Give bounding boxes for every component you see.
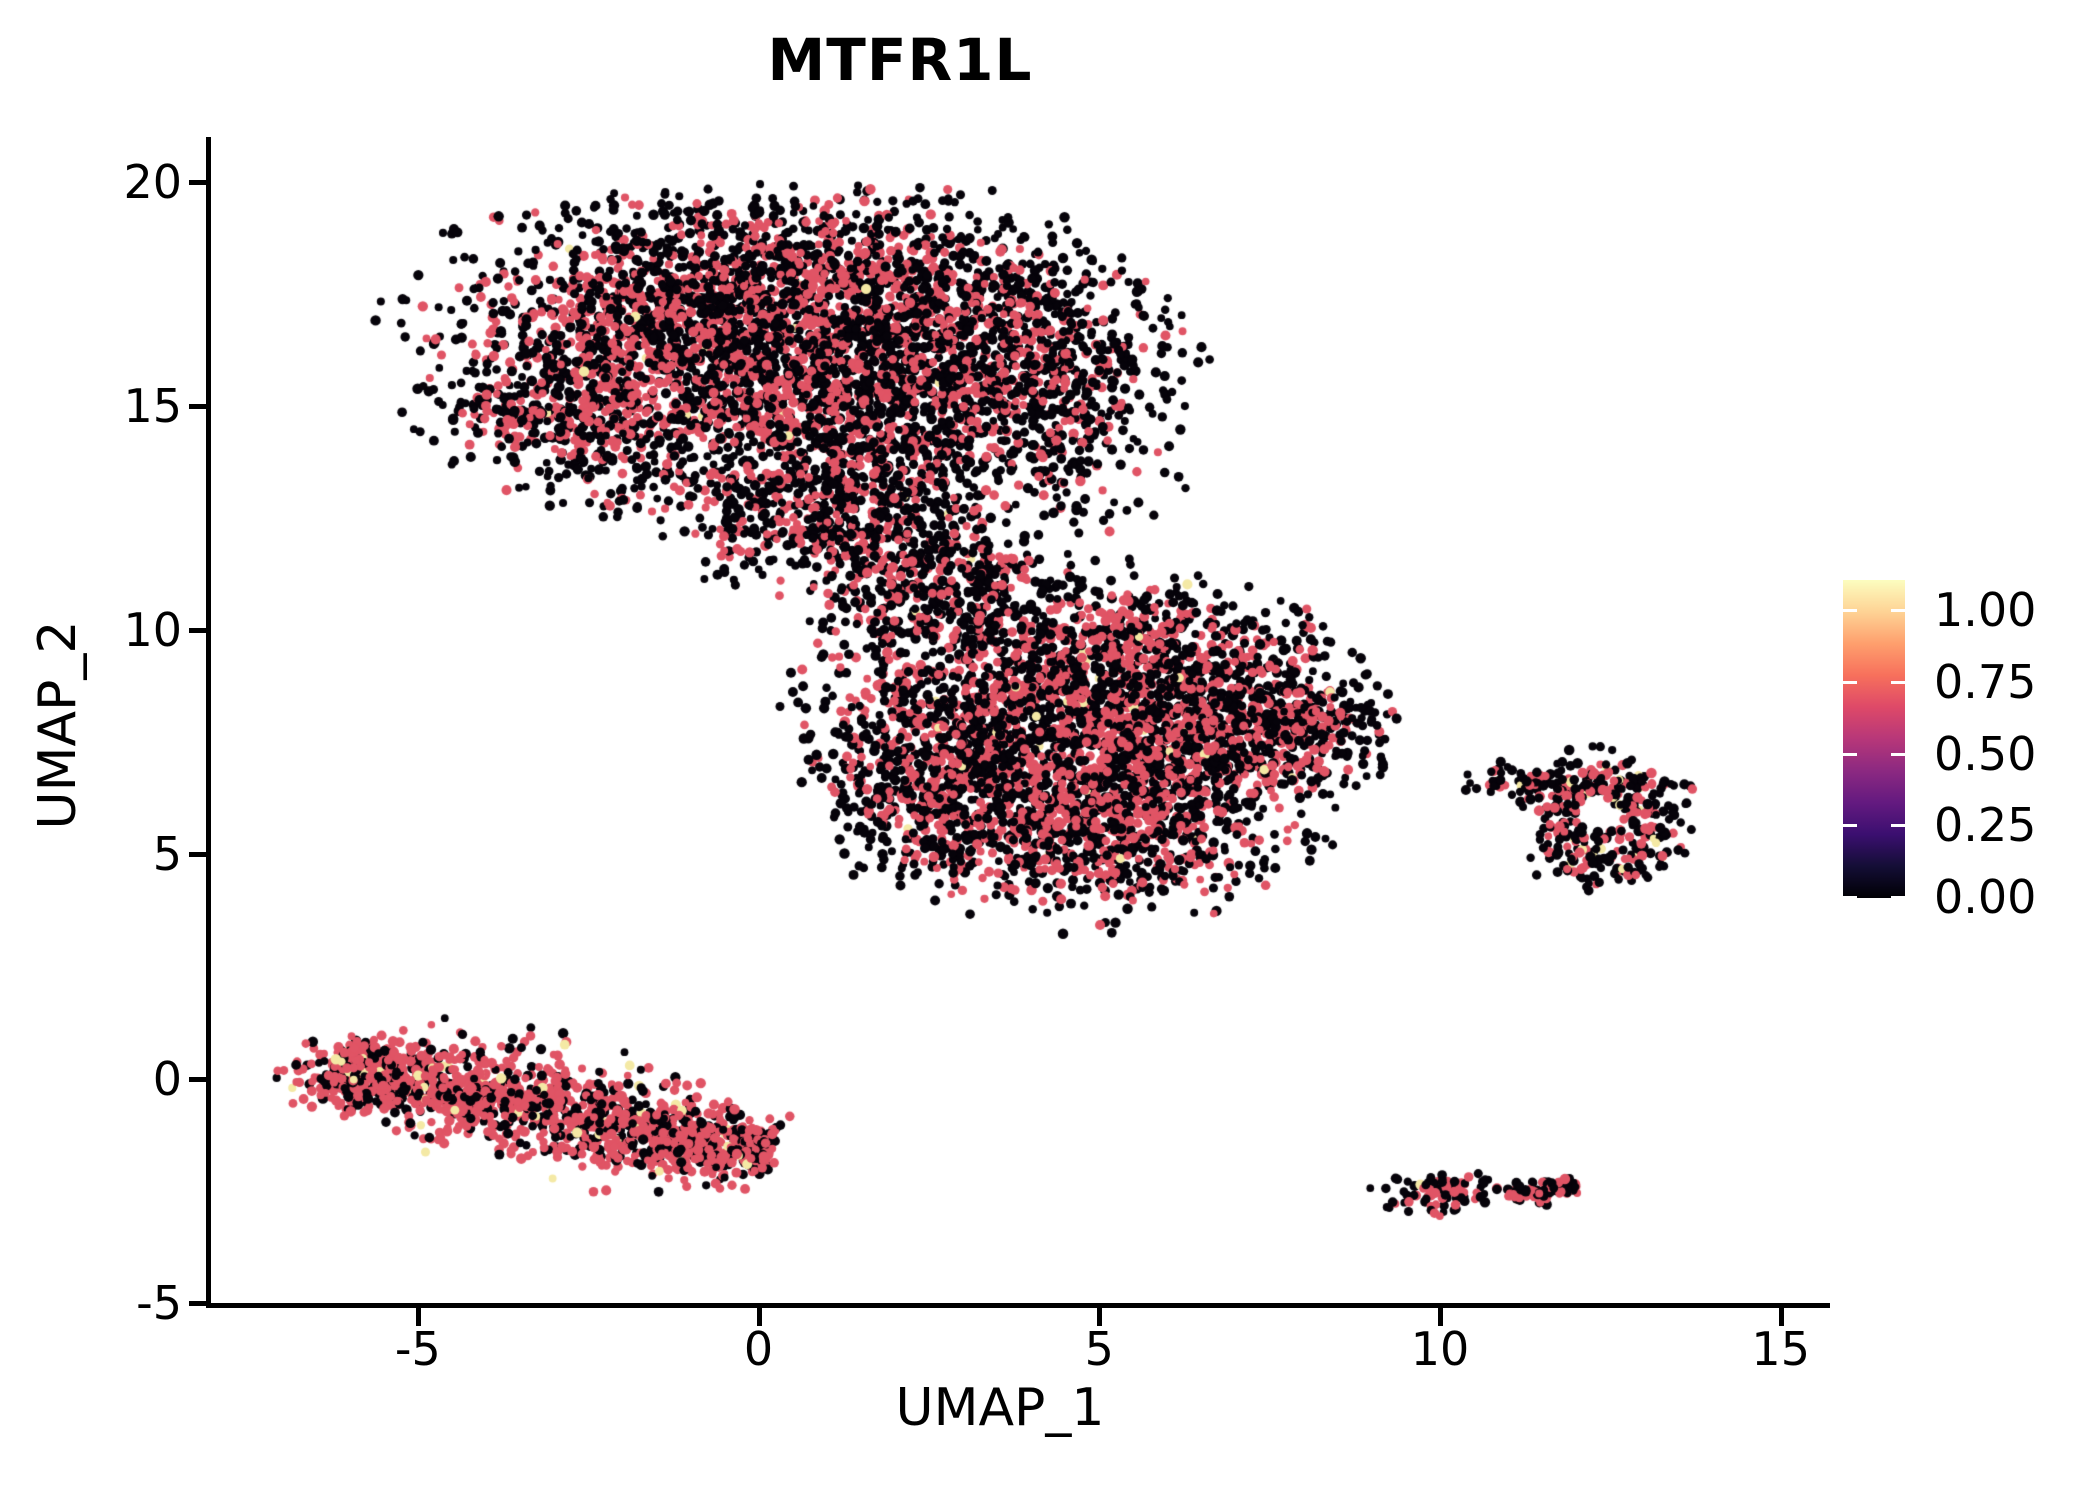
y-tick-mark bbox=[189, 1076, 207, 1082]
x-tick-mark bbox=[1097, 1308, 1103, 1326]
colorbar-tick-dash bbox=[1843, 896, 1857, 899]
y-tick-label: 20 bbox=[123, 154, 182, 209]
y-axis-line bbox=[206, 137, 211, 1308]
y-tick-label: -5 bbox=[136, 1275, 182, 1330]
colorbar-tick-dash bbox=[1891, 896, 1905, 899]
y-tick-label: 10 bbox=[123, 603, 182, 658]
y-tick-mark bbox=[189, 179, 207, 185]
y-tick-label: 5 bbox=[152, 827, 182, 882]
colorbar-tick-dash bbox=[1891, 680, 1905, 684]
x-tick-label: 5 bbox=[1084, 1322, 1114, 1376]
x-tick-mark bbox=[415, 1308, 421, 1326]
y-tick-label: 15 bbox=[123, 379, 182, 434]
x-tick-label: 10 bbox=[1410, 1322, 1470, 1376]
colorbar-tick-dash bbox=[1843, 680, 1857, 684]
x-tick-label: -5 bbox=[394, 1322, 441, 1376]
colorbar-tick-dash bbox=[1891, 752, 1905, 756]
x-tick-mark bbox=[1778, 1308, 1784, 1326]
colorbar-tick-dash bbox=[1891, 824, 1905, 828]
colorbar-tick-label: 0.50 bbox=[1934, 726, 2037, 781]
y-tick-label: 0 bbox=[152, 1051, 182, 1106]
x-tick-mark bbox=[756, 1308, 762, 1326]
y-tick-mark bbox=[189, 628, 207, 634]
chart-title: MTFR1L bbox=[767, 26, 1033, 94]
x-axis-line bbox=[206, 1303, 1830, 1308]
colorbar-tick-label: 0.00 bbox=[1934, 870, 2037, 924]
y-tick-mark bbox=[189, 1300, 207, 1306]
colorbar-tick-dash bbox=[1843, 752, 1857, 756]
colorbar-gradient bbox=[1843, 580, 1905, 898]
colorbar-tick-dash bbox=[1843, 609, 1857, 612]
colorbar-tick-label: 0.25 bbox=[1934, 798, 2037, 853]
y-tick-mark bbox=[189, 852, 207, 858]
x-tick-mark bbox=[1437, 1308, 1443, 1326]
y-tick-mark bbox=[189, 404, 207, 410]
colorbar-tick-dash bbox=[1843, 824, 1857, 828]
colorbar-tick-dash bbox=[1891, 609, 1905, 612]
x-axis-label: UMAP_1 bbox=[895, 1378, 1105, 1438]
x-tick-label: 0 bbox=[743, 1322, 774, 1376]
x-tick-label: 15 bbox=[1751, 1322, 1810, 1376]
colorbar-tick-label: 1.00 bbox=[1934, 583, 2037, 637]
colorbar-tick-label: 0.75 bbox=[1934, 654, 2037, 709]
